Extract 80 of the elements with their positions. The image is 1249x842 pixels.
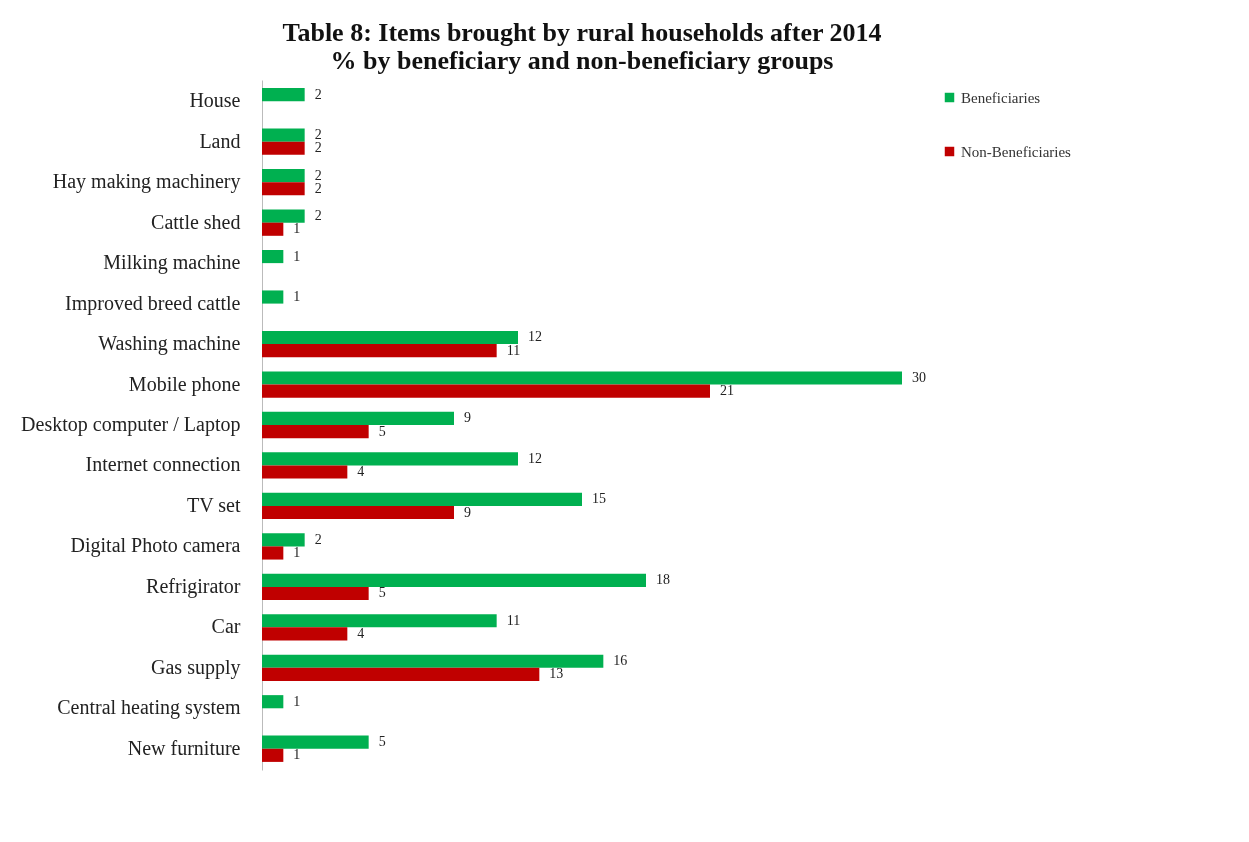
y-tick-label: Washing machine — [98, 332, 241, 356]
bar — [262, 627, 348, 641]
legend-label: Non-Beneficiaries — [961, 143, 1072, 160]
bar — [262, 505, 454, 520]
y-tick-label: Central heating system — [57, 696, 241, 720]
y-tick-label: Improved breed cattle — [65, 291, 241, 315]
data-label: 12 — [528, 329, 542, 345]
bar — [262, 182, 305, 196]
bar — [262, 425, 369, 439]
bar — [262, 169, 305, 183]
bar — [262, 573, 646, 587]
bar — [262, 546, 284, 560]
data-label: 2 — [314, 208, 322, 224]
y-tick-label: Cattle shed — [151, 210, 241, 233]
data-label: 4 — [357, 625, 365, 641]
data-label: 18 — [656, 572, 670, 588]
data-label: 16 — [613, 653, 628, 669]
data-label: 12 — [528, 450, 542, 466]
data-label: 4 — [357, 464, 365, 480]
data-label: 1 — [293, 221, 301, 237]
bar — [262, 465, 348, 479]
y-tick-label: TV set — [186, 493, 241, 516]
y-tick-label: Milking machine — [103, 251, 241, 275]
bar — [262, 141, 305, 155]
y-tick-label: Mobile phone — [128, 372, 241, 396]
bar — [262, 384, 710, 398]
data-label: 2 — [314, 86, 322, 102]
bar — [262, 411, 454, 425]
bar — [262, 735, 369, 749]
y-tick-label: Desktop computer / Laptop — [21, 413, 241, 436]
data-label: 2 — [314, 140, 322, 156]
bar — [262, 667, 540, 681]
data-label: 5 — [378, 734, 386, 750]
data-label: 1 — [293, 248, 301, 264]
bar — [262, 586, 369, 601]
y-tick-label: Digital Photo camera — [70, 534, 241, 558]
bar — [262, 654, 604, 668]
y-tick-label: Land — [199, 129, 241, 152]
data-label: 2 — [314, 180, 322, 196]
y-tick-label: Gas supply — [151, 655, 241, 679]
data-label: 2 — [314, 531, 322, 547]
y-tick-label: Car — [211, 615, 241, 638]
data-label: 1 — [293, 544, 301, 560]
y-tick-label: New furniture — [127, 736, 241, 759]
data-label: 21 — [720, 383, 734, 399]
bar — [262, 614, 497, 628]
data-label: 1 — [293, 747, 301, 763]
y-tick-label: Refrigirator — [146, 574, 241, 598]
chart-title: Table 8: Items brought by rural households after 2014 % by beneficiary and non-beneficiary groups — [282, 18, 882, 75]
bar — [262, 290, 284, 304]
data-label: 2 — [314, 167, 322, 183]
bar — [262, 344, 497, 358]
data-label: 5 — [378, 423, 386, 439]
bar — [262, 533, 305, 547]
bar — [262, 88, 305, 102]
bar — [262, 452, 518, 466]
data-label: 11 — [506, 612, 521, 628]
y-tick-label: House — [189, 89, 241, 112]
data-label: 9 — [464, 410, 471, 426]
bar — [262, 249, 284, 264]
data-label: 30 — [912, 369, 926, 385]
bar — [262, 492, 582, 506]
data-label: 5 — [378, 585, 386, 601]
data-label: 11 — [506, 342, 521, 358]
bar — [262, 330, 518, 345]
bar — [262, 209, 305, 223]
bar — [262, 222, 284, 236]
data-label: 2 — [314, 127, 322, 143]
y-tick-label: Internet connection — [85, 453, 241, 476]
bar — [262, 371, 902, 385]
bar — [262, 128, 305, 142]
data-label: 9 — [464, 504, 471, 520]
data-label: 15 — [592, 491, 606, 507]
data-label: 1 — [293, 693, 301, 709]
bar — [262, 748, 284, 762]
y-tick-label: Hay making machinery — [52, 170, 241, 194]
bar — [262, 695, 284, 709]
data-label: 13 — [549, 666, 564, 682]
data-label: 1 — [293, 289, 301, 305]
legend-label: Beneficiaries — [961, 89, 1041, 106]
